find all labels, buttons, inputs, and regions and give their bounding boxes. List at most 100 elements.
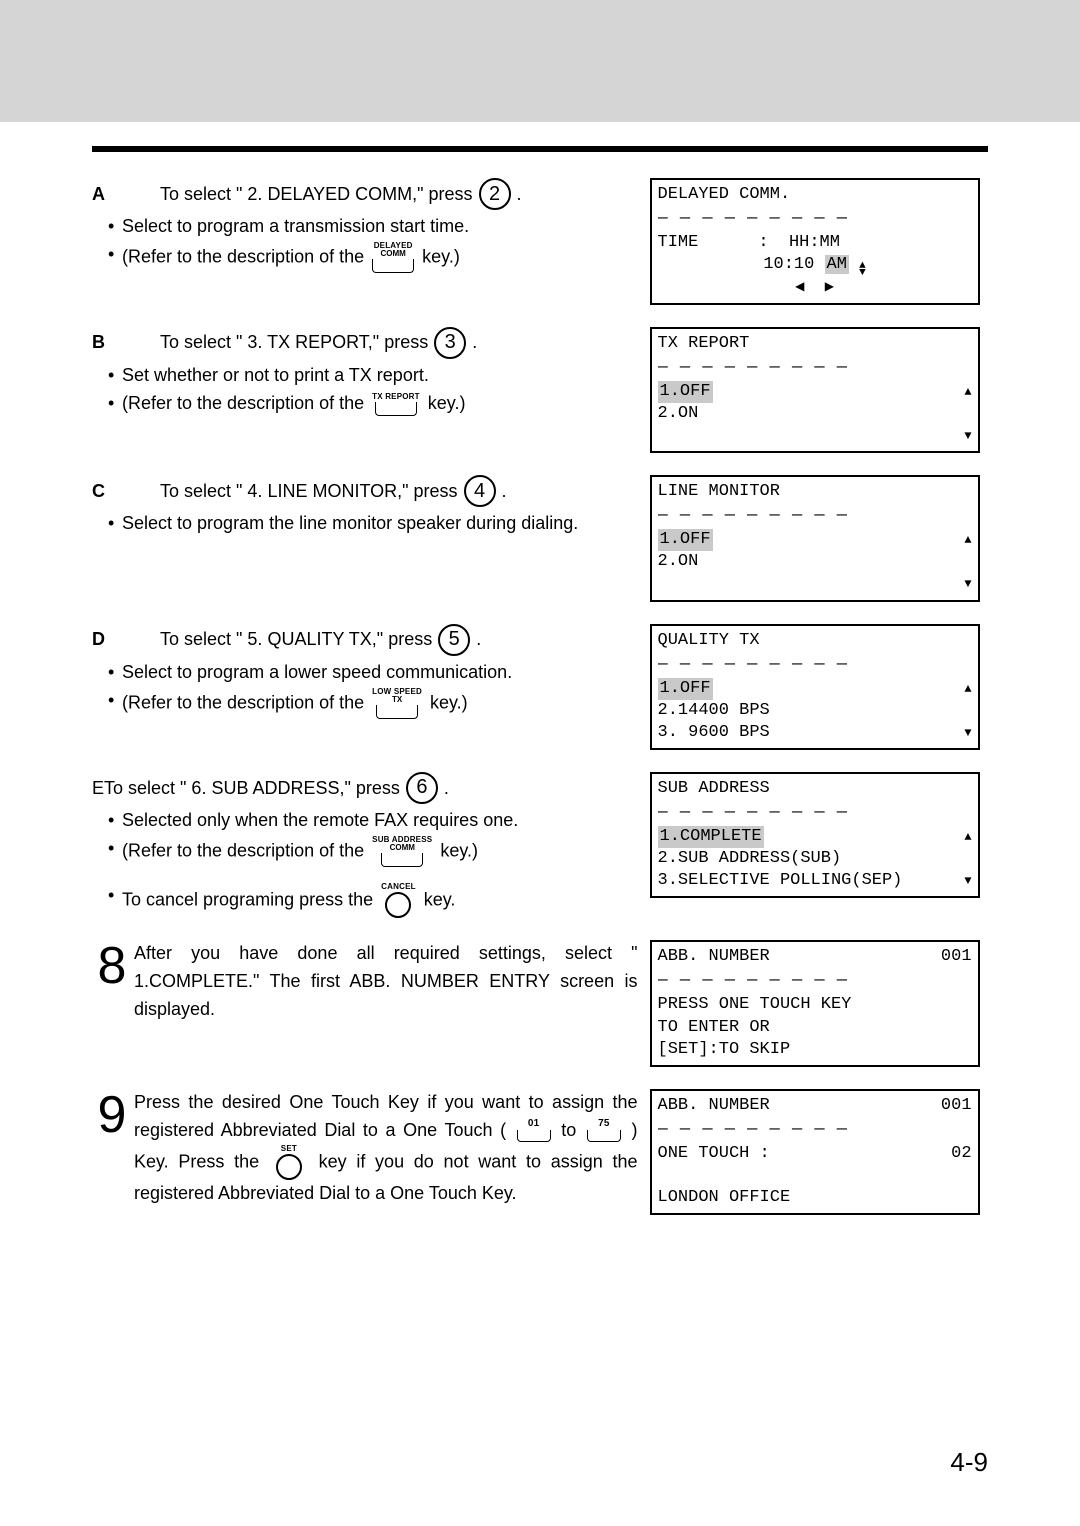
ref-post: key.): [428, 393, 466, 413]
section-head-text: To select " 4. LINE MONITOR," press: [160, 479, 458, 503]
bullet: Select to program a transmission start t…: [108, 214, 638, 238]
lcd-opt3: 3. 9600 BPS: [658, 722, 770, 744]
step-number: 9: [92, 1089, 132, 1141]
cancel-line: To cancel programing press the CANCEL ke…: [108, 883, 638, 918]
header-bar: [0, 0, 1080, 122]
lcd-dash: — — — — — — — — —: [658, 505, 972, 527]
key-01[interactable]: 01: [517, 1119, 551, 1142]
subaddress-keycap[interactable]: SUB ADDRESS COMM: [372, 836, 432, 867]
lcd-opt2: 2.14400 BPS: [658, 700, 770, 722]
down-icon: [964, 573, 971, 595]
lcd-title: SUB ADDRESS: [658, 778, 972, 800]
lcd-opt1: 1.COMPLETE: [658, 826, 764, 848]
to: to: [561, 1120, 584, 1140]
txreport-keycap[interactable]: TX REPORT: [372, 393, 420, 416]
lcd-arrows: [658, 276, 972, 298]
cancel-keycap[interactable]: CANCEL: [381, 883, 416, 918]
down-icon: [964, 870, 971, 892]
lcd-dash: — — — — — — — — —: [658, 357, 972, 379]
period: .: [517, 182, 522, 206]
lcd-abb-entry: ABB. NUMBER001 — — — — — — — — — PRESS O…: [650, 940, 980, 1066]
lcd-opt2: 2.ON: [658, 403, 699, 425]
step-8: 8 After you have done all required setti…: [92, 940, 988, 1066]
lcd-delayed-comm: DELAYED COMM. — — — — — — — — — TIME: HH…: [650, 178, 980, 305]
period: .: [476, 627, 481, 651]
keycap-label: TX REPORT: [372, 393, 420, 401]
lcd-num: 001: [941, 1095, 972, 1117]
section-A: A To select " 2. DELAYED COMM," press 2 …: [92, 178, 988, 305]
lcd-line-monitor: LINE MONITOR — — — — — — — — — 1.OFF 2.O…: [650, 475, 980, 601]
period: .: [502, 479, 507, 503]
section-head-text: To select " 3. TX REPORT," press: [160, 330, 428, 354]
step-number: 8: [92, 940, 132, 992]
key-4[interactable]: 4: [464, 475, 496, 507]
up-icon: [964, 678, 971, 700]
keycap-label-bot: COMM: [390, 844, 415, 852]
ref-post: key.): [430, 692, 468, 712]
page-content: 4 A To select " 2. DELAYED COMM," press …: [0, 152, 1080, 1215]
key-5[interactable]: 5: [438, 624, 470, 656]
period: .: [444, 776, 449, 800]
lcd-dash: — — — — — — — — —: [658, 208, 972, 230]
down-icon: [964, 425, 971, 447]
lcd-opt1: 1.OFF: [658, 529, 713, 551]
step-text: After you have done all required setting…: [134, 940, 638, 1024]
keycap-label-bot: TX: [392, 696, 402, 704]
keycap-label: SET: [281, 1145, 297, 1153]
key-6[interactable]: 6: [406, 772, 438, 804]
step-text: Press the desired One Touch Key if you w…: [134, 1089, 638, 1208]
lcd-l2: TO ENTER OR: [658, 1017, 972, 1039]
ref-line: (Refer to the description of the LOW SPE…: [108, 688, 638, 719]
ref-pre: (Refer to the description of the: [122, 841, 364, 861]
lcd-opt1: 1.OFF: [658, 381, 713, 403]
lcd-location: LONDON OFFICE: [658, 1187, 972, 1209]
key-75[interactable]: 75: [587, 1119, 621, 1142]
lcd-dash: — — — — — — — — —: [658, 654, 972, 676]
section-head-text: To select " 2. DELAYED COMM," press: [160, 182, 473, 206]
key-3[interactable]: 3: [434, 327, 466, 359]
keycap-label: CANCEL: [381, 883, 416, 891]
section-E: ETo select " 6. SUB ADDRESS," press 6 . …: [92, 772, 988, 918]
up-icon: [964, 529, 971, 551]
lcd-dash: — — — — — — — — —: [658, 1119, 972, 1141]
lcd-title: ABB. NUMBER: [658, 1095, 770, 1117]
lcd-abb-onetouch: ABB. NUMBER 001 — — — — — — — — — ONE TOU…: [650, 1089, 980, 1215]
section-D: D To select " 5. QUALITY TX," press 5 . …: [92, 624, 988, 750]
up-icon: [964, 826, 971, 848]
lowspeed-keycap[interactable]: LOW SPEED TX: [372, 688, 422, 719]
cancel-post: key.: [424, 890, 456, 910]
section-letter: D: [92, 627, 158, 651]
lcd-title: TX REPORT: [658, 333, 972, 355]
ref-post: key.): [440, 841, 478, 861]
section-head-text: To select " 5. QUALITY TX," press: [160, 627, 432, 651]
bullet: Selected only when the remote FAX requir…: [108, 808, 638, 832]
step-9: 9 Press the desired One Touch Key if you…: [92, 1089, 988, 1215]
lcd-opt1: 1.OFF: [658, 678, 713, 700]
lcd-time-label: TIME: [658, 232, 699, 254]
delayed-comm-keycap[interactable]: DELAYED COMM: [372, 242, 414, 273]
section-letter: B: [92, 330, 158, 354]
bullet: Set whether or not to print a TX report.: [108, 363, 638, 387]
key-2[interactable]: 2: [479, 178, 511, 210]
lcd-title: LINE MONITOR: [658, 481, 972, 503]
lcd-title: QUALITY TX: [658, 630, 972, 652]
lcd-time-val: 10:10 AM ▲▼: [658, 254, 972, 276]
lcd-opt2: 2.ON: [658, 551, 699, 573]
lcd-onetouch-val: 02: [951, 1143, 971, 1165]
up-icon: [964, 381, 971, 403]
down-icon: [964, 722, 971, 744]
ref-post: key.): [422, 247, 460, 267]
ref-line: (Refer to the description of the DELAYED…: [108, 242, 638, 273]
set-keycap[interactable]: SET: [272, 1145, 306, 1180]
lcd-l3: [SET]:TO SKIP: [658, 1039, 972, 1061]
lcd-opt3: 3.SELECTIVE POLLING(SEP): [658, 870, 903, 892]
lcd-onetouch-label: ONE TOUCH :: [658, 1143, 770, 1165]
ref-line: (Refer to the description of the SUB ADD…: [108, 836, 638, 867]
ref-pre: (Refer to the description of the: [122, 393, 364, 413]
lcd-opt2: 2.SUB ADDRESS(SUB): [658, 848, 842, 870]
bullet: Select to program the line monitor speak…: [108, 511, 638, 535]
bullet: Select to program a lower speed communic…: [108, 660, 638, 684]
lcd-hhmm: : HH:MM: [758, 232, 840, 254]
lcd-title: ABB. NUMBER: [658, 946, 770, 968]
period: .: [472, 330, 477, 354]
